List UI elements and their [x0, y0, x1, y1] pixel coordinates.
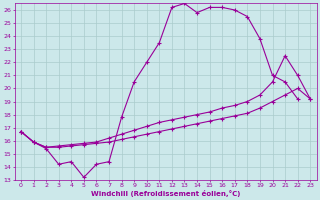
- X-axis label: Windchill (Refroidissement éolien,°C): Windchill (Refroidissement éolien,°C): [91, 190, 240, 197]
